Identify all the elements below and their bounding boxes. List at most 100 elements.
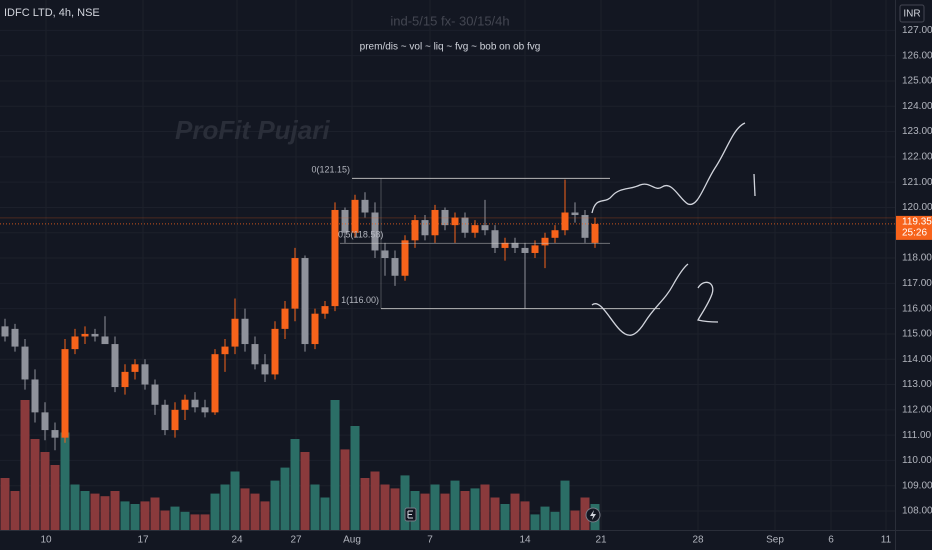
candle-body bbox=[411, 220, 419, 241]
volume-bar bbox=[420, 493, 430, 530]
y-tick-label: 122.00 bbox=[902, 151, 932, 162]
candle-body bbox=[231, 318, 239, 347]
grid bbox=[0, 0, 895, 530]
scenario-mark bbox=[753, 173, 756, 197]
candle-body bbox=[401, 240, 409, 276]
volume-bar bbox=[310, 484, 320, 530]
y-tick-label: 111.00 bbox=[902, 430, 932, 441]
volume-bar bbox=[150, 497, 160, 530]
candle-body bbox=[41, 412, 49, 431]
candle-body bbox=[241, 318, 249, 345]
volume-bar bbox=[170, 506, 180, 530]
candle-body bbox=[251, 344, 259, 365]
volume-bar bbox=[520, 501, 530, 530]
candle-body bbox=[191, 399, 199, 408]
candle-body bbox=[61, 349, 69, 438]
candle-body bbox=[91, 333, 99, 337]
y-tick-label: 116.00 bbox=[902, 303, 932, 314]
volume-bar bbox=[40, 452, 50, 530]
candle-body bbox=[101, 336, 109, 345]
candle-body bbox=[451, 217, 459, 226]
volume-bar bbox=[160, 510, 170, 530]
volume-bar bbox=[400, 475, 410, 530]
y-tick-label: 118.00 bbox=[902, 253, 932, 264]
candle-body bbox=[541, 237, 549, 246]
candle-body bbox=[461, 217, 469, 233]
candle-body bbox=[1, 326, 9, 337]
volume-bar bbox=[480, 484, 490, 530]
volume-bar bbox=[180, 511, 190, 530]
x-tick-label: 21 bbox=[595, 535, 607, 546]
volume-bar bbox=[330, 400, 340, 530]
volume-bar bbox=[560, 480, 570, 530]
candle-body bbox=[131, 364, 139, 372]
y-tick-label: 124.00 bbox=[902, 101, 932, 112]
y-tick-label: 112.00 bbox=[902, 404, 932, 415]
fib-label: 0(121.15) bbox=[311, 165, 350, 175]
scenario-path bbox=[591, 263, 689, 336]
volume-bar bbox=[570, 510, 580, 530]
volume-bar bbox=[110, 491, 120, 530]
last-price-label: 119.35 bbox=[902, 217, 932, 228]
volume-bar bbox=[360, 478, 370, 530]
x-tick-label: 10 bbox=[40, 535, 52, 546]
countdown: 25:26 bbox=[902, 228, 927, 239]
candle-body bbox=[281, 308, 289, 329]
candle-body bbox=[561, 212, 569, 231]
volume-bar bbox=[470, 488, 480, 530]
volume-bar bbox=[60, 432, 70, 530]
volume-bar bbox=[370, 471, 380, 530]
candle-body bbox=[591, 223, 599, 243]
candle-body bbox=[371, 212, 379, 251]
volume-bar bbox=[280, 467, 290, 530]
volume-bar bbox=[490, 497, 500, 530]
candle-body bbox=[271, 328, 279, 375]
candle-body bbox=[301, 258, 309, 345]
volume-bar bbox=[250, 493, 260, 530]
candle-body bbox=[581, 215, 589, 238]
events-glyph bbox=[407, 510, 413, 519]
candle-body bbox=[491, 230, 499, 248]
candle-body bbox=[81, 333, 89, 337]
candle-body bbox=[341, 209, 349, 233]
candle-body bbox=[261, 364, 269, 375]
volume-bar bbox=[350, 426, 360, 530]
candle-body bbox=[421, 220, 429, 236]
volume-bar bbox=[320, 497, 330, 530]
fib-label: 1(116.00) bbox=[341, 295, 379, 305]
volume-bar bbox=[290, 439, 300, 530]
volume-bar bbox=[220, 484, 230, 530]
volume-bar bbox=[190, 514, 200, 530]
candle-body bbox=[471, 225, 479, 233]
candle-body bbox=[21, 346, 29, 380]
y-tick-label: 123.00 bbox=[902, 126, 932, 137]
volume-bar bbox=[20, 400, 30, 530]
volume-bar bbox=[130, 504, 140, 530]
plot-layer: 0(121.15) 0.5(118.58) 1(116.00) bbox=[0, 165, 895, 451]
last-price-badge bbox=[896, 215, 932, 240]
candle-body bbox=[481, 225, 489, 231]
currency-box[interactable] bbox=[899, 4, 925, 23]
volume-bar bbox=[460, 491, 470, 530]
x-tick-label: 17 bbox=[137, 535, 149, 546]
volume-bar bbox=[390, 488, 400, 530]
volume-bar bbox=[240, 488, 250, 530]
scenario-path bbox=[591, 122, 746, 214]
y-tick-label: 115.00 bbox=[902, 329, 932, 340]
volume-bar bbox=[530, 514, 540, 530]
y-tick-label: 127.00 bbox=[902, 25, 932, 36]
fib-label: 0.5(118.58) bbox=[338, 230, 383, 240]
y-tick-label: 109.00 bbox=[902, 480, 932, 491]
volume-bar bbox=[70, 484, 80, 530]
volume-bar bbox=[100, 496, 110, 530]
volume-bar bbox=[200, 514, 210, 530]
volume-bar bbox=[340, 449, 350, 530]
volume-bar bbox=[230, 471, 240, 530]
volume-bar bbox=[0, 478, 10, 530]
candle-body bbox=[501, 242, 509, 248]
candle-body bbox=[381, 250, 389, 259]
candle-body bbox=[51, 430, 59, 438]
candle-body bbox=[141, 364, 149, 385]
